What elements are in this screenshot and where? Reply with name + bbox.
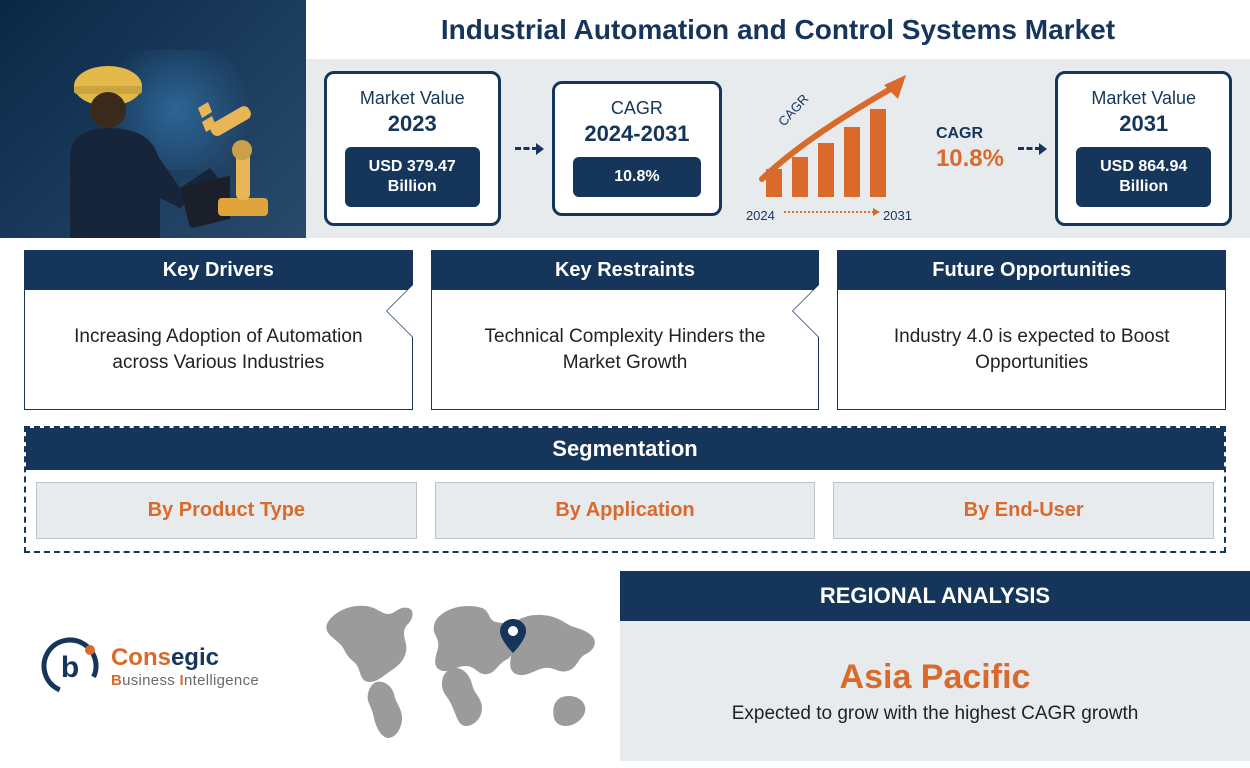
brand-text: Consegic Business Intelligence: [111, 644, 259, 689]
page-title: Industrial Automation and Control System…: [441, 14, 1115, 46]
top-row: Industrial Automation and Control System…: [0, 0, 1250, 238]
segmentation-item: By Product Type: [36, 482, 417, 539]
axis-dotted-arrow-icon: [784, 211, 874, 213]
segmentation-title: Segmentation: [26, 428, 1224, 470]
regional-body: Asia Pacific Expected to grow with the h…: [620, 621, 1250, 761]
hero-image: [0, 0, 306, 238]
world-map: [300, 571, 620, 761]
growth-bars-arrow: CAGR: [744, 71, 914, 211]
cagr-callout-value: 10.8%: [936, 145, 1004, 173]
growth-chart: CAGR 2024 2031: [736, 79, 922, 219]
axis-end-label: 2031: [883, 208, 912, 223]
svg-text:CAGR: CAGR: [775, 91, 811, 129]
world-map-icon: [310, 586, 610, 746]
map-pin-icon: [500, 619, 526, 653]
metrics-row: Market Value 2023 USD 379.47 Billion CAG…: [306, 59, 1250, 238]
factor-body: Technical Complexity Hinders the Market …: [432, 290, 819, 409]
metric-label: Market Value: [345, 88, 480, 109]
logo-area: b Consegic Business Intelligence: [0, 571, 300, 761]
brand-logo: b Consegic Business Intelligence: [41, 637, 259, 695]
segmentation-row: By Product Type By Application By End-Us…: [36, 482, 1214, 539]
factor-restraints: Key Restraints Technical Complexity Hind…: [431, 250, 820, 410]
brand-mark-icon: b: [41, 637, 99, 695]
cagr-callout-label: CAGR: [936, 125, 983, 143]
brand-line2d: ntelligence: [184, 672, 259, 689]
metric-year: 2024-2031: [573, 121, 701, 147]
metric-year: 2031: [1076, 111, 1211, 137]
robot-arm-icon: [178, 88, 288, 228]
title-bar: Industrial Automation and Control System…: [306, 0, 1250, 59]
connector-arrow-icon: [515, 147, 538, 150]
factor-body: Industry 4.0 is expected to Boost Opport…: [838, 290, 1225, 409]
brand-line2a: B: [111, 672, 122, 689]
segmentation-item: By Application: [435, 482, 816, 539]
metric-year: 2023: [345, 111, 480, 137]
hero-right: Industrial Automation and Control System…: [306, 0, 1250, 238]
factor-title: Key Restraints: [432, 251, 819, 290]
metric-label: Market Value: [1076, 88, 1211, 109]
factor-drivers: Key Drivers Increasing Adoption of Autom…: [24, 250, 413, 410]
regional-text: Expected to grow with the highest CAGR g…: [732, 703, 1139, 725]
axis-start-label: 2024: [746, 208, 775, 223]
segmentation-block: Segmentation By Product Type By Applicat…: [24, 426, 1226, 553]
factor-title: Future Opportunities: [838, 251, 1225, 290]
metric-badge: USD 379.47 Billion: [345, 147, 480, 207]
metric-card-2031: Market Value 2031 USD 864.94 Billion: [1055, 71, 1232, 226]
factor-body: Increasing Adoption of Automation across…: [25, 290, 412, 409]
brand-line1a: Cons: [111, 644, 171, 671]
cagr-callout: CAGR 10.8%: [936, 125, 1004, 173]
regional-region: Asia Pacific: [840, 658, 1031, 697]
segmentation-item: By End-User: [833, 482, 1214, 539]
bottom-row: b Consegic Business Intelligence: [0, 571, 1250, 761]
metric-badge: 10.8%: [573, 157, 701, 197]
factor-title: Key Drivers: [25, 251, 412, 290]
metric-badge: USD 864.94 Billion: [1076, 147, 1211, 207]
brand-line2b: usiness: [122, 672, 179, 689]
metric-card-2023: Market Value 2023 USD 379.47 Billion: [324, 71, 501, 226]
metric-label: CAGR: [573, 98, 701, 119]
factors-row: Key Drivers Increasing Adoption of Autom…: [0, 238, 1250, 414]
metric-card-cagr: CAGR 2024-2031 10.8%: [552, 81, 722, 216]
factor-opportunities: Future Opportunities Industry 4.0 is exp…: [837, 250, 1226, 410]
connector-arrow-icon: [1018, 147, 1041, 150]
svg-text:b: b: [61, 651, 79, 684]
regional-analysis: REGIONAL ANALYSIS Asia Pacific Expected …: [620, 571, 1250, 761]
brand-line1b: egic: [171, 644, 219, 671]
regional-title: REGIONAL ANALYSIS: [620, 571, 1250, 621]
